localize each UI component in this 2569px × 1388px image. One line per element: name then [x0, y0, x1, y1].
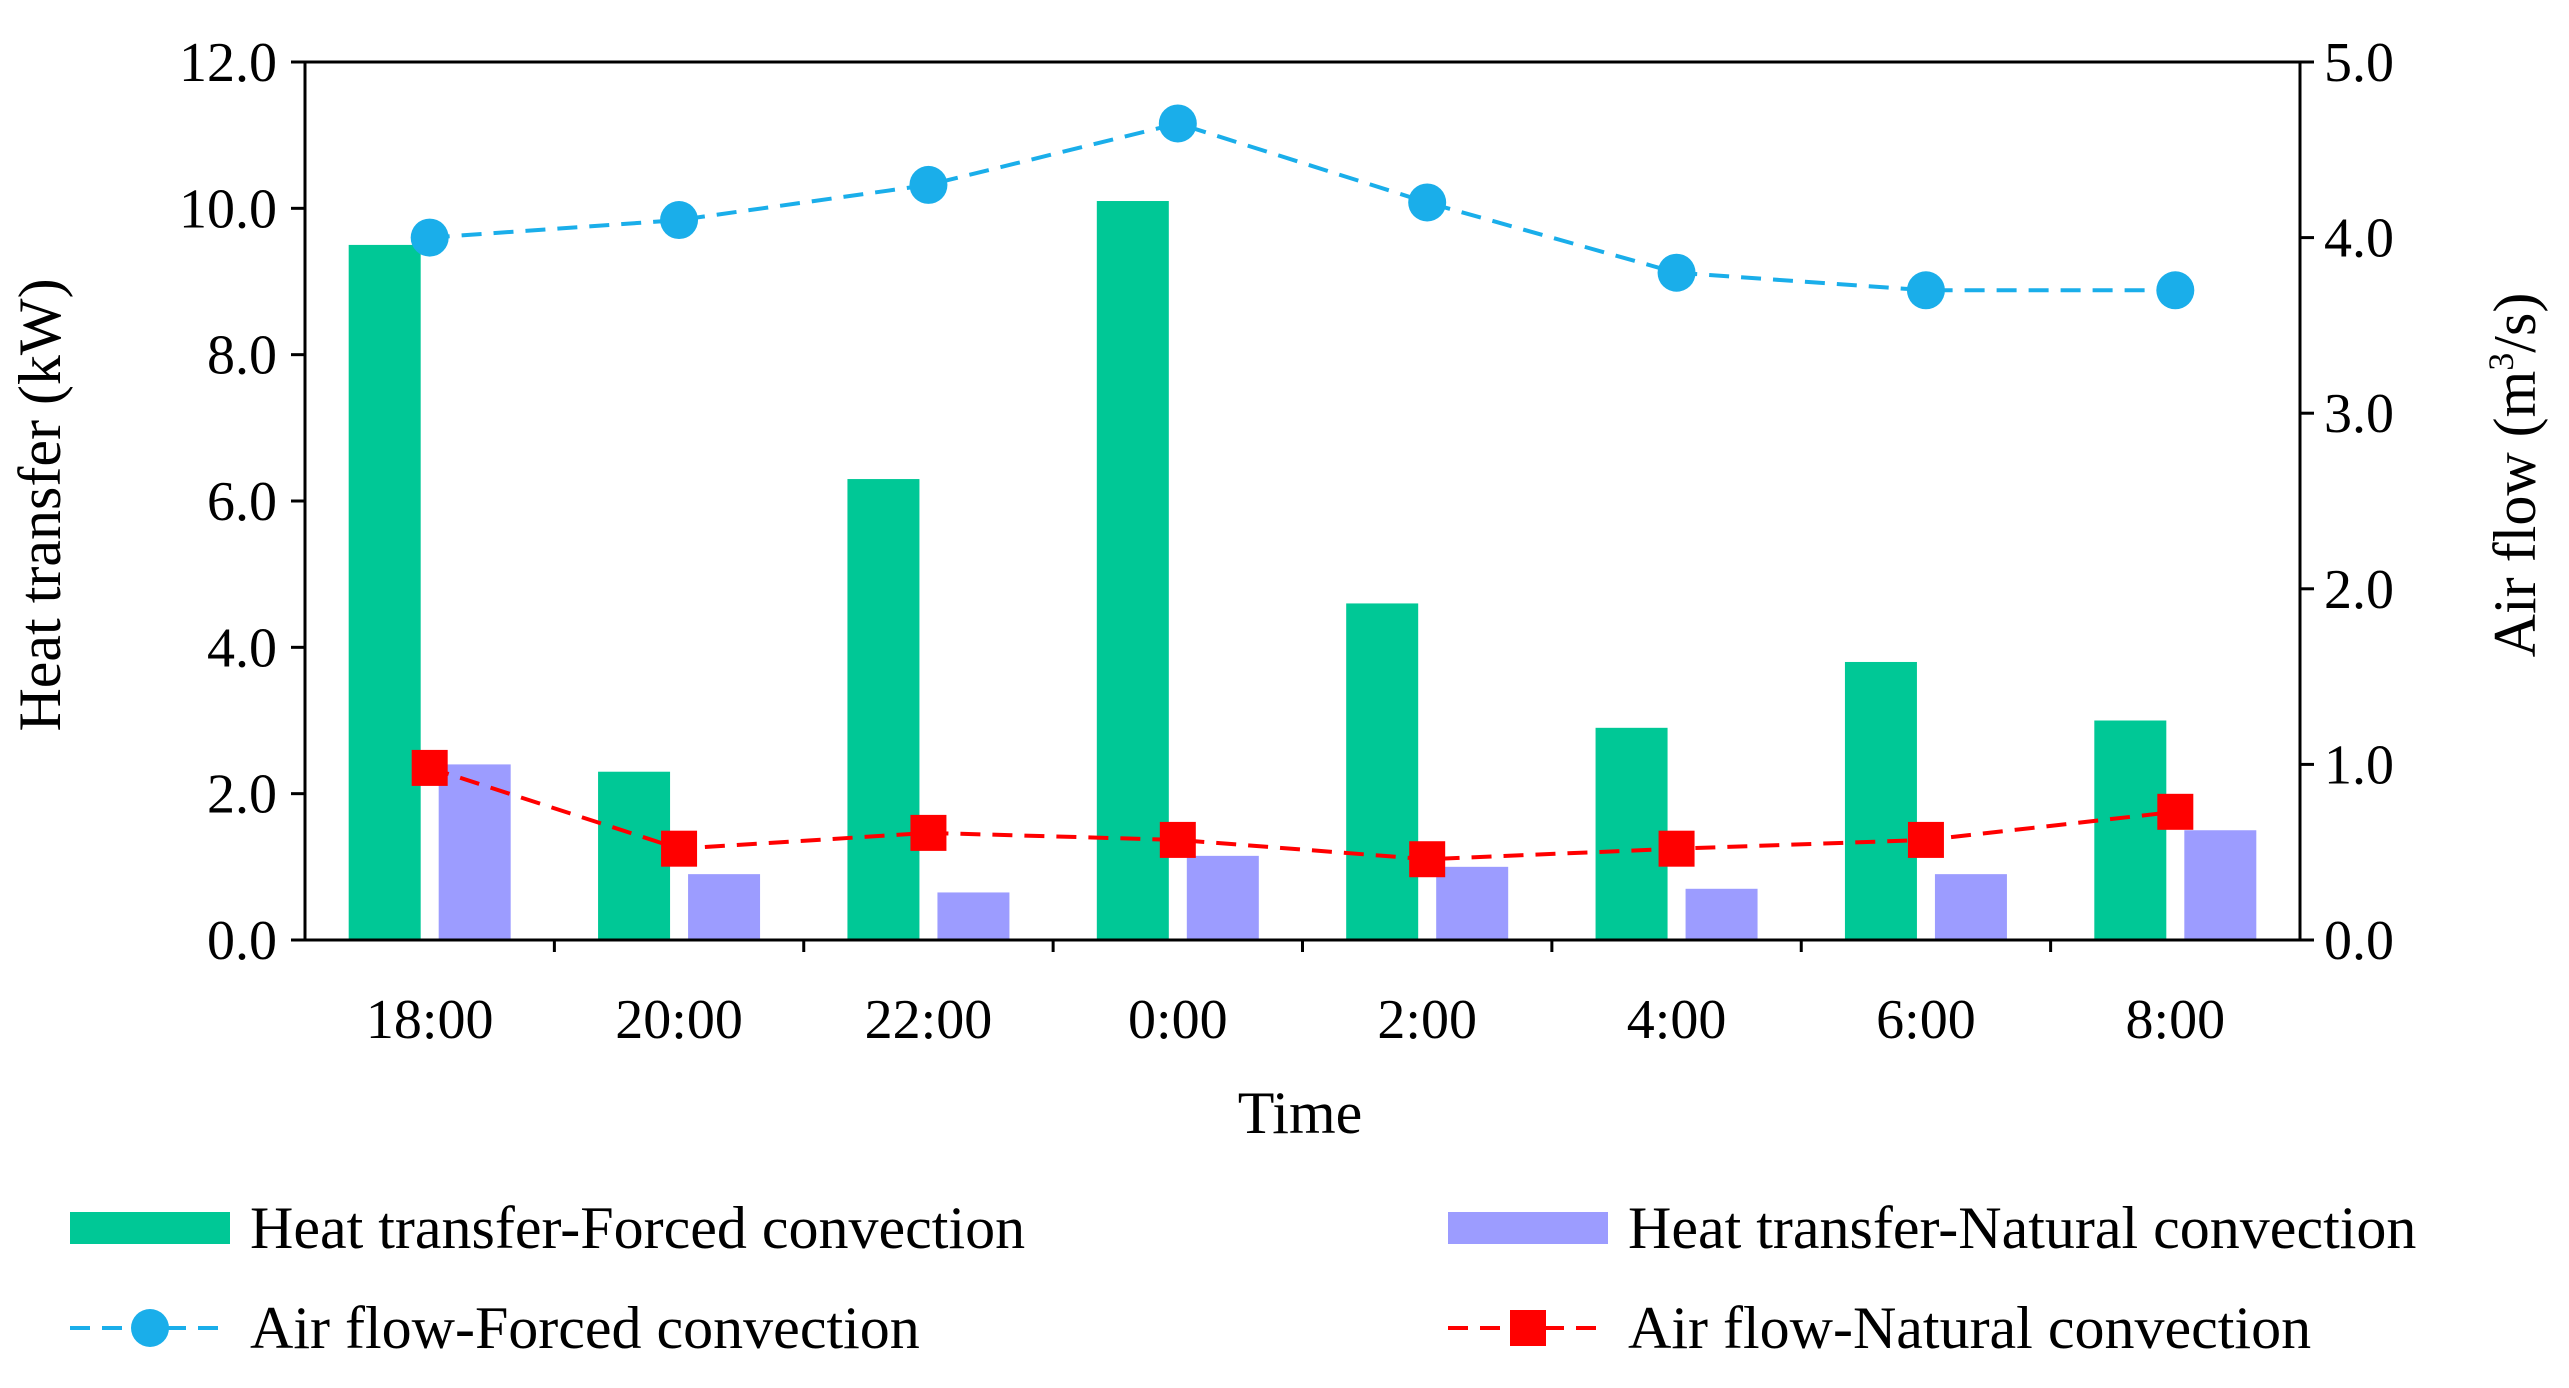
bar-forced: [348, 244, 421, 940]
legend-item-natural-line: Air flow-Natural convection: [1448, 1295, 2311, 1361]
y-axis-right-title: Air flow (m3/s): [2481, 293, 2548, 658]
marker-square: [661, 830, 698, 867]
y-axis-right-title-sup: 3: [2481, 353, 2521, 371]
x-tick-label: 22:00: [865, 989, 993, 1051]
marker-circle: [1906, 271, 1945, 310]
x-tick-label: 2:00: [1377, 989, 1477, 1051]
marker-square: [2157, 793, 2194, 830]
marker-square: [1159, 821, 1196, 858]
x-tick-label: 0:00: [1128, 989, 1228, 1051]
line-forced: [429, 121, 2176, 293]
legend-marker-circle: [131, 1309, 169, 1347]
marker-square: [411, 749, 448, 786]
y-left-tick-label: 6.0: [207, 471, 277, 533]
legend-item-forced-line: Air flow-Forced convection: [70, 1295, 920, 1361]
legend-swatch: [70, 1212, 230, 1244]
marker-circle: [1158, 104, 1197, 143]
marker-square: [1907, 821, 1944, 858]
y-right-tick-label: 1.0: [2324, 734, 2394, 796]
marker-circle: [410, 218, 449, 257]
plot-area: [348, 104, 2257, 940]
bar-forced: [2094, 720, 2167, 940]
bar-natural: [438, 764, 511, 940]
marker-circle: [2156, 271, 2195, 310]
bar-natural: [1436, 866, 1509, 940]
y-left-tick-label: 8.0: [207, 325, 277, 387]
y-left-tick-label: 4.0: [207, 617, 277, 679]
bar-forced: [1595, 727, 1668, 940]
x-tick-label: 4:00: [1627, 989, 1727, 1051]
line-natural: [429, 766, 2176, 862]
bar-forced: [1844, 661, 1917, 940]
x-tick-label: 20:00: [615, 989, 743, 1051]
marker-square: [1409, 841, 1446, 878]
bar-forced: [1096, 201, 1169, 940]
x-tick-label: 18:00: [366, 989, 494, 1051]
x-tick-label: 8:00: [2126, 989, 2226, 1051]
y-left-tick-label: 10.0: [179, 178, 277, 240]
y-right-tick-label: 4.0: [2324, 208, 2394, 270]
bar-forced: [1346, 603, 1419, 940]
bar-natural: [1685, 888, 1758, 940]
legend: Heat transfer-Forced convection Heat tran…: [70, 1195, 2416, 1361]
y-left-tick-label: 2.0: [207, 764, 277, 826]
marker-circle: [660, 201, 699, 240]
bar-natural: [1934, 874, 2007, 940]
axes: 0.0 2.0 4.0 6.0 8.0 10.0 12.0 0.0 1.0 2.0 3.0 4.0 5.…: [179, 32, 2394, 1051]
y-left-tick-label: 0.0: [207, 910, 277, 972]
marker-square: [910, 814, 947, 851]
legend-label: Heat transfer-Natural convection: [1628, 1195, 2416, 1261]
y-right-tick-label: 5.0: [2324, 32, 2394, 94]
marker-circle: [1657, 253, 1696, 292]
bar-natural: [2184, 830, 2257, 940]
legend-label: Air flow-Forced convection: [250, 1295, 920, 1361]
bar-forced: [598, 771, 671, 940]
legend-marker-square: [1510, 1310, 1546, 1346]
marker-square: [1658, 830, 1695, 867]
y-right-tick-label: 3.0: [2324, 383, 2394, 445]
y-axis-right-title-prefix: Air flow (m: [2482, 371, 2548, 658]
y-axis-right-title-suffix: /s): [2482, 293, 2548, 353]
bar-natural: [937, 892, 1010, 940]
legend-label: Air flow-Natural convection: [1628, 1295, 2311, 1361]
legend-label: Heat transfer-Forced convection: [250, 1195, 1025, 1261]
legend-swatch: [1448, 1212, 1608, 1244]
y-right-tick-label: 0.0: [2324, 910, 2394, 972]
legend-item-forced-bar: Heat transfer-Forced convection: [70, 1195, 1025, 1261]
y-right-tick-label: 2.0: [2324, 559, 2394, 621]
y-left-tick-label: 12.0: [179, 32, 277, 94]
bar-natural: [1186, 855, 1259, 940]
marker-circle: [909, 165, 948, 204]
x-tick-label: 6:00: [1876, 989, 1976, 1051]
legend-item-natural-bar: Heat transfer-Natural convection: [1448, 1195, 2416, 1261]
bar-forced: [847, 479, 920, 940]
x-axis-title: Time: [1238, 1080, 1363, 1146]
y-axis-left-title: Heat transfer (kW): [7, 278, 73, 731]
marker-circle: [1408, 183, 1447, 222]
bar-natural: [688, 874, 761, 940]
